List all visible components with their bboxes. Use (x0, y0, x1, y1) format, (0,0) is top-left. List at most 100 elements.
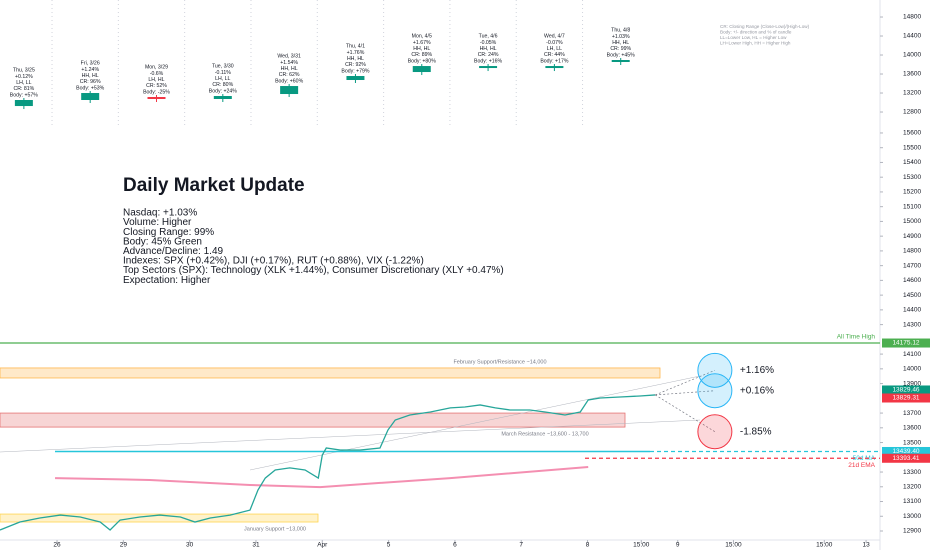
candle (14, 100, 33, 107)
band-label: March Resistance ~13,600 - 13,700 (501, 432, 588, 438)
candle-annotation: Tue, 4/6 (479, 34, 498, 40)
candle-annotation: LH, HL (148, 77, 164, 83)
candle-annotation: +1.67% (413, 40, 431, 46)
note-line: Nasdaq: +1.03% (123, 208, 197, 219)
price-tag-label: 13393.41 (892, 455, 919, 462)
y-tick-label: 13100 (903, 498, 921, 505)
y-tick-label: 14800 (903, 14, 921, 21)
candle (479, 66, 498, 69)
candle-annotation: CR: 24% (478, 52, 499, 58)
y-tick-label: 13500 (903, 439, 921, 446)
candle-annotation: Thu, 4/8 (611, 28, 630, 34)
price-tag (882, 385, 930, 395)
candle-annotation: HH, HL (347, 56, 364, 62)
candle-annotation: -0.05% (480, 40, 497, 46)
price-tag-label: 13829.31 (892, 395, 919, 402)
price-tag (882, 338, 930, 348)
candle-annotation: Mon, 4/5 (412, 34, 432, 40)
chart-title: Daily Market Update (123, 175, 305, 196)
candle (611, 60, 630, 63)
y-tick-label: 15400 (903, 159, 921, 166)
candle-annotation: CR: 96% (80, 79, 101, 85)
candle-annotation: CR: 80% (212, 82, 233, 88)
candle (412, 66, 431, 73)
level-label: 21d EMA (848, 462, 875, 469)
x-tick-label: Apr (317, 542, 328, 549)
y-tick-label: 14000 (903, 366, 921, 373)
candle-annotation: Body: +45% (607, 52, 636, 58)
y-tick-label: 14600 (903, 277, 921, 284)
note-line: Indexes: SPX (+0.42%), DJI (+0.17%), RUT… (123, 256, 424, 267)
candle-annotation: HH, HL (612, 40, 629, 46)
candle-annotation: +1.24% (81, 67, 99, 73)
x-tick-label: 13 (862, 542, 870, 549)
y-tick-label: 13000 (903, 513, 921, 520)
candle-annotation: LH, LL (215, 76, 230, 82)
level-label: 50d MA (853, 455, 876, 462)
candle-annotation: +1.54% (280, 60, 298, 66)
candle-annotation: Body: +17% (540, 58, 569, 64)
candle-annotation: -0.07% (546, 40, 563, 46)
band-label: February Support/Resistance ~14,000 (453, 359, 546, 365)
y-tick-label: 13200 (903, 90, 921, 97)
trend-line (249, 375, 701, 471)
candle-annotation: CR: 62% (279, 72, 300, 78)
level-label: All Time High (837, 334, 876, 341)
candle-annotation: HH, HL (82, 73, 99, 79)
candle (147, 97, 166, 100)
price-tag-label: 13439.40 (892, 448, 919, 455)
candle-annotation: LH, LL (547, 46, 562, 52)
legend-note: LH=Lower High, HH = Higher High (720, 41, 791, 46)
y-tick-label: 14000 (903, 52, 921, 59)
price-tag-label: 13829.46 (892, 387, 919, 394)
candle-annotation: Body: -25% (143, 89, 170, 95)
y-tick-label: 14500 (903, 292, 921, 299)
x-tick-label: 30 (186, 542, 194, 549)
price-tag-label: 14175.12 (892, 340, 919, 347)
note-line: Body: 45% Green (123, 236, 202, 247)
band (0, 367, 661, 379)
projection-label: +1.16% (740, 365, 774, 376)
candle-annotation: Mon, 3/29 (145, 65, 168, 71)
price-line (0, 394, 656, 531)
candle-annotation: Thu, 4/1 (346, 44, 365, 50)
candle-annotation: Body: +53% (76, 85, 105, 91)
x-tick-label: 15:00 (633, 542, 650, 549)
y-tick-label: 13900 (903, 380, 921, 387)
y-tick-label: 13700 (903, 410, 921, 417)
y-tick-label: 14800 (903, 248, 921, 255)
candle-annotation: CR: 52% (146, 83, 167, 89)
candle-annotation: HH, HL (480, 46, 497, 52)
ema-curve (55, 466, 589, 489)
legend-note: LL=Lower Low, HL = Higher Low (720, 35, 787, 40)
candle-annotation: HH, HL (281, 66, 298, 72)
price-tag (882, 393, 930, 403)
legend-note: Body: +/- direction and % of candle (720, 30, 792, 35)
band-label: January Support ~13,000 (244, 526, 306, 532)
candle-annotation: Wed, 4/7 (544, 34, 565, 40)
y-tick-label: 13300 (903, 469, 921, 476)
x-tick-label: 7 (519, 542, 523, 549)
candle-annotation: +1.76% (347, 50, 365, 56)
note-line: Volume: Higher (123, 217, 192, 228)
x-tick-label: 29 (120, 542, 128, 549)
candle-annotation: Wed, 3/31 (277, 54, 301, 60)
candle-annotation: LH, LL (16, 80, 31, 86)
candle-annotation: HH, HL (413, 46, 430, 52)
candle-annotation: CR: 99% (610, 46, 631, 52)
x-tick-label: 26 (53, 542, 61, 549)
projection-label: -1.85% (740, 426, 772, 437)
projection-label: +0.16% (740, 385, 774, 396)
candle-annotation: Body: +80% (408, 58, 437, 64)
candle-annotation: +1.03% (612, 34, 630, 40)
y-tick-label: 14400 (903, 307, 921, 314)
candle-annotation: Body: +79% (341, 68, 370, 74)
projection-circle (697, 414, 733, 450)
candle-annotation: Body: +24% (209, 88, 238, 94)
x-tick-label: 5 (387, 542, 391, 549)
x-tick-label: 9 (676, 542, 680, 549)
candle-annotation: Thu, 3/25 (13, 68, 35, 74)
y-tick-label: 13200 (903, 483, 921, 490)
note-line: Top Sectors (SPX): Technology (XLK +1.44… (123, 265, 504, 276)
